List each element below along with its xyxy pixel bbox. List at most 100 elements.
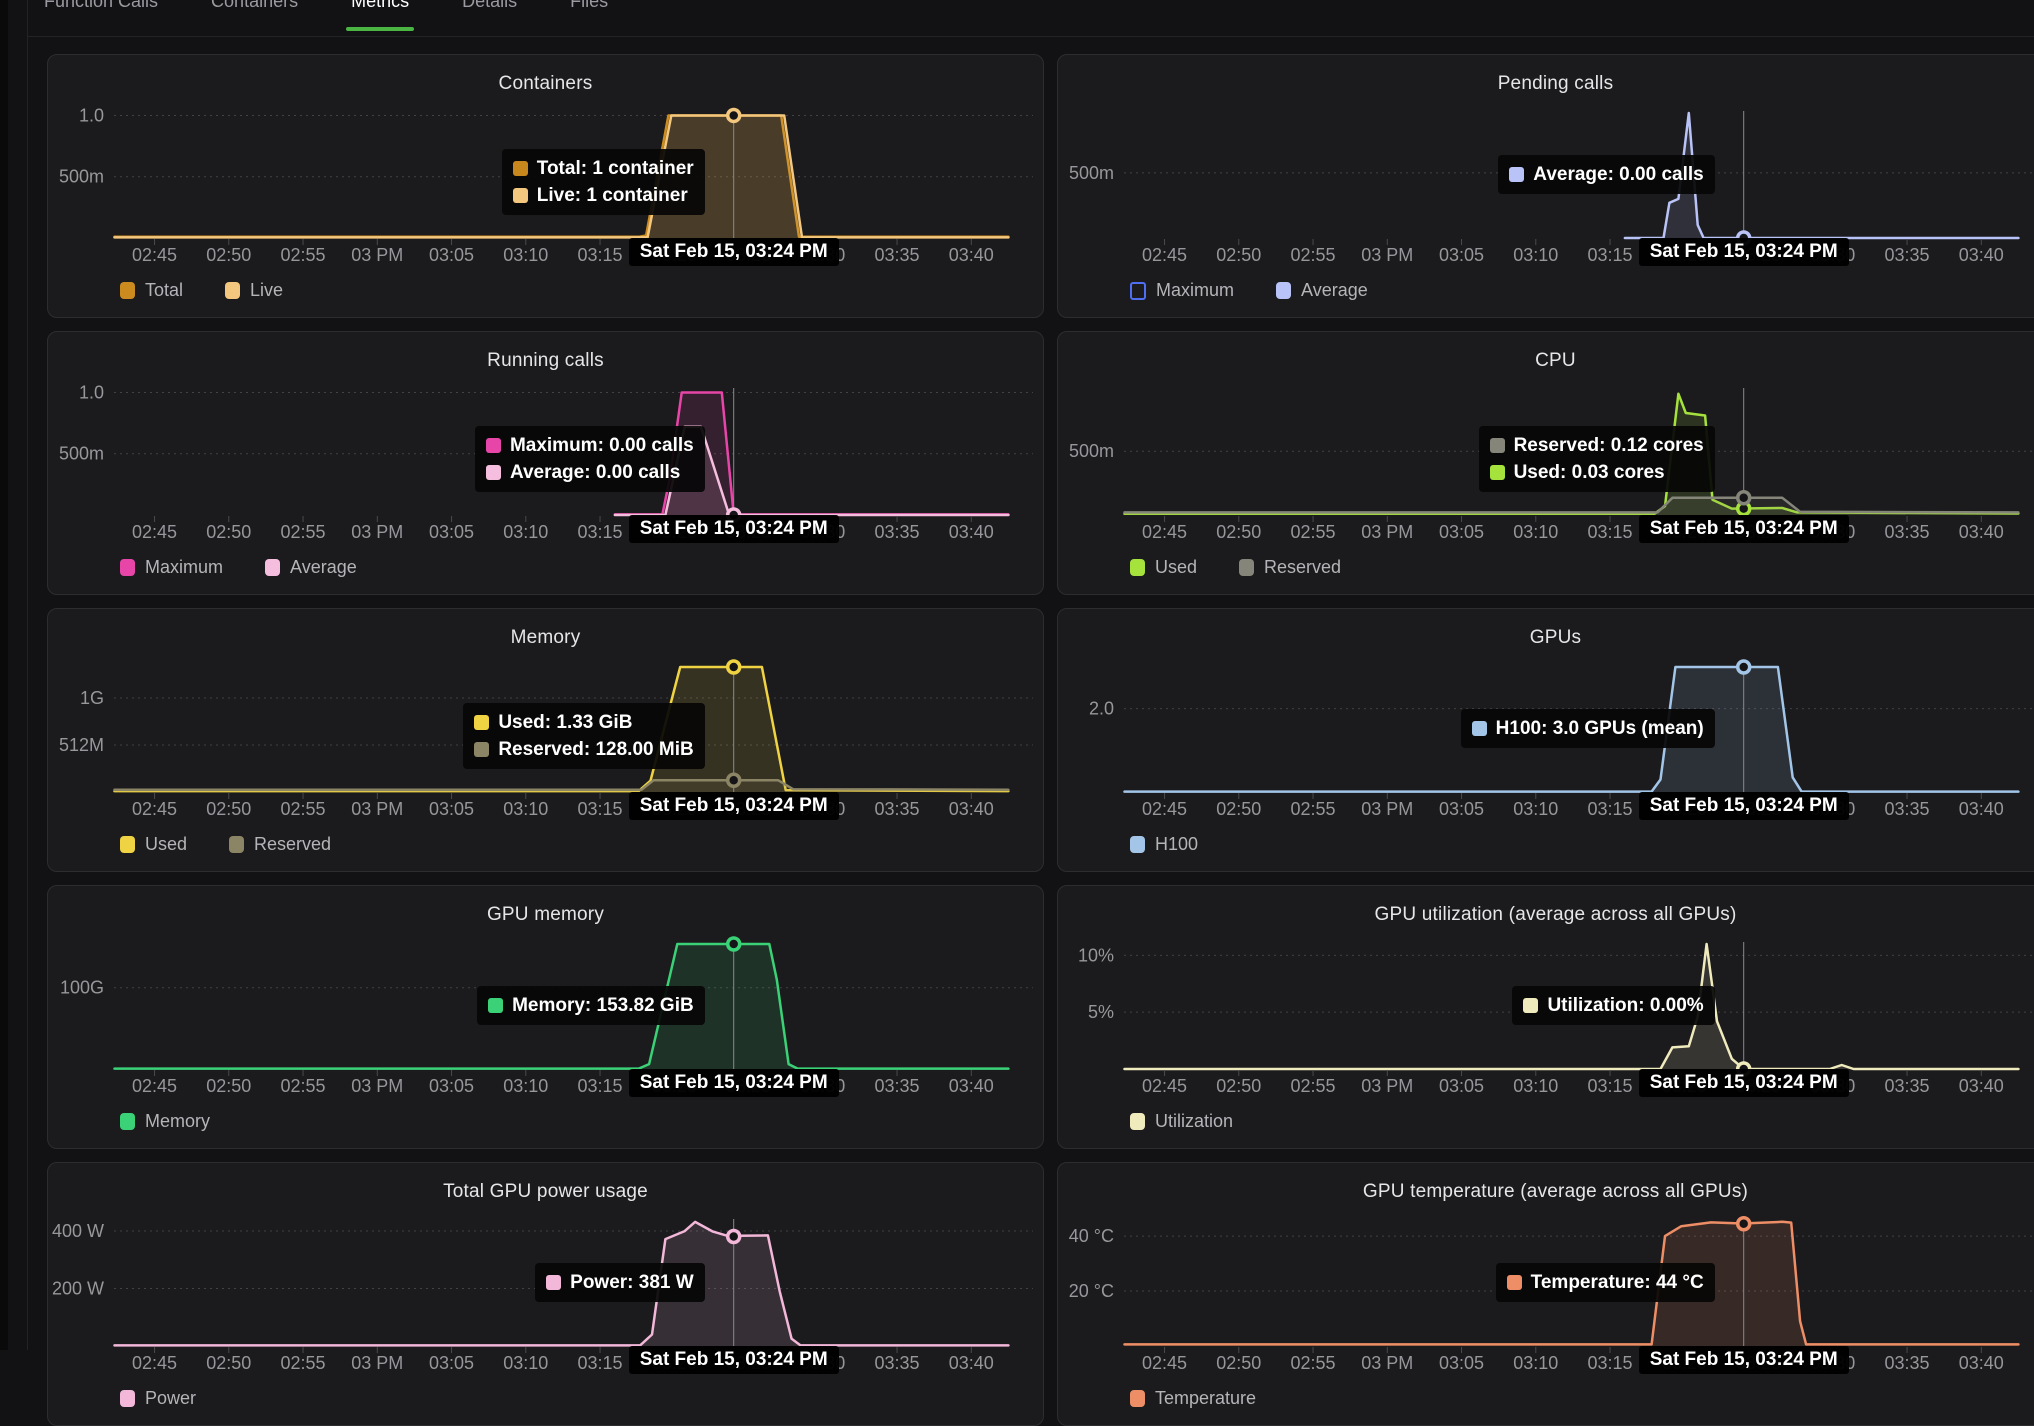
x-axis-label: 03:35 [875,1076,920,1096]
x-axis-label: 03:05 [1439,799,1484,819]
tab-metrics[interactable]: Metrics [346,0,415,37]
value-tooltip-text: Memory: 153.82 GiB [512,995,694,1016]
legend-swatch [120,282,135,299]
value-tooltip-text: Maximum: 0.00 calls [509,435,694,456]
left-panel-divider [27,0,28,1350]
x-axis-label: 02:45 [132,1353,177,1373]
x-axis-label: 03:40 [949,799,994,819]
value-tooltip: Utilization: 0.00% [1512,986,1715,1025]
time-tooltip: Sat Feb 15, 03:24 PM [1638,792,1849,820]
x-axis-label: 03:10 [503,799,548,819]
tab-label: Files [570,0,609,11]
time-tooltip: Sat Feb 15, 03:24 PM [628,1346,839,1374]
y-axis-label: 500m [1069,163,1114,183]
chart-card-memory: Memory 1G 512M 02:45 02:50 02:55 03 PM 03:05 03:… [47,608,1044,872]
x-axis-label: 03:40 [949,1353,994,1373]
legend-item-maximum[interactable]: Maximum [1130,280,1234,301]
tab-function-calls[interactable]: Function Calls [44,0,158,37]
value-tooltip: H100: 3.0 GPUs (mean) [1460,709,1715,748]
tab-label: Metrics [351,0,410,11]
tooltip-series-swatch [485,465,501,480]
y-axis-label: 512M [59,735,104,755]
x-axis-label: 03:35 [875,245,920,265]
legend-item-utilization[interactable]: Utilization [1130,1111,1233,1132]
x-axis-label: 03:05 [429,522,474,542]
legend-item-average[interactable]: Average [265,557,357,578]
chart-title: GPU temperature (average across all GPUs… [1362,1181,1749,1202]
value-tooltip-text: Utilization: 0.00% [1547,995,1704,1016]
tab-files[interactable]: Files [570,0,608,37]
tab-label: Details [462,0,518,11]
tooltip-series-swatch [1506,1275,1522,1290]
legend-item-total[interactable]: Total [120,280,183,301]
tooltip-series-swatch [546,1275,562,1290]
x-axis-label: 02:55 [1291,522,1336,542]
legend-item-used[interactable]: Used [120,834,187,855]
tab-containers[interactable]: Containers [211,0,298,37]
legend-item-average[interactable]: Average [1276,280,1368,301]
value-tooltip-row: Power: 381 W [546,1269,694,1296]
chart-card-gpus: GPUs 2.0 02:45 02:50 02:55 03 PM 03:05 03:10 03:… [1057,608,2034,872]
legend-item-temperature[interactable]: Temperature [1130,1388,1256,1409]
tooltip-series-swatch [1523,998,1539,1013]
value-tooltip-text: Live: 1 container [536,185,688,206]
time-tooltip: Sat Feb 15, 03:24 PM [628,515,839,543]
x-axis-label: 03:35 [1885,1353,1930,1373]
value-tooltip: Total: 1 container Live: 1 container [501,149,705,215]
legend-item-power[interactable]: Power [120,1388,196,1409]
legend-label: Power [145,1388,197,1408]
legend-item-h100[interactable]: H100 [1130,834,1198,855]
x-axis-label: 02:45 [1142,245,1187,265]
tooltip-series-swatch [488,998,504,1013]
tab-details[interactable]: Details [462,0,517,37]
series-line-memory [113,942,1010,1070]
x-axis-label: 02:50 [206,1353,251,1373]
y-axis-label: 1G [80,688,104,708]
x-axis-label: 03:40 [1959,1076,2004,1096]
legend-swatch [229,836,245,853]
x-axis-label: 02:45 [1142,1076,1187,1096]
x-axis-label: 03 PM [351,522,403,542]
legend-label: Reserved [254,834,332,854]
tooltip-series-swatch [1489,438,1505,453]
x-axis-label: 03:15 [578,522,623,542]
tooltip-series-swatch [474,715,490,730]
chart-plot-area[interactable]: 1.0 500m 02:45 02:50 02:55 03 PM 03:05 03:10 03:… [48,55,1044,318]
legend-swatch [1130,1390,1145,1407]
tooltip-series-swatch [1509,167,1525,182]
legend-item-maximum[interactable]: Maximum [120,557,223,578]
legend-item-live[interactable]: Live [225,280,283,301]
x-axis-label: 02:55 [281,799,326,819]
chart-legend: H100 [1130,834,1198,855]
chart-title: GPU utilization (average across all GPUs… [1374,904,1737,925]
crosshair-marker-reserved [725,772,742,789]
legend-label: Used [145,834,188,854]
y-axis-label: 10% [1078,945,1114,965]
y-axis-label: 1.0 [79,382,104,402]
legend-item-reserved[interactable]: Reserved [229,834,331,855]
x-axis-label: 02:50 [1216,245,1261,265]
x-axis-label: 02:55 [1291,1353,1336,1373]
x-axis-label: 02:55 [281,1076,326,1096]
metrics-dashboard-page: { "tabs": { "items": [ {"label": "Functi… [27,0,2034,1426]
chart-title: Running calls [487,350,604,371]
y-axis-label: 500m [59,167,104,187]
chart-title: Memory [510,627,581,648]
tooltip-series-swatch [1471,721,1487,736]
series-area-maximum [614,392,1009,515]
legend-item-reserved[interactable]: Reserved [1239,557,1341,578]
x-axis-label: 03:10 [503,245,548,265]
x-axis-label: 03:05 [1439,1076,1484,1096]
series-line-power [113,1220,1010,1347]
x-axis-label: 03:10 [503,522,548,542]
x-axis-label: 03:05 [1439,522,1484,542]
series-area-reserved [114,780,1009,792]
x-axis-label: 03:05 [429,1076,474,1096]
chart-title: CPU [1535,350,1576,371]
value-tooltip-text: Reserved: 0.12 cores [1513,435,1704,456]
legend-item-memory[interactable]: Memory [120,1111,210,1132]
x-axis-label: 03:15 [1588,1076,1633,1096]
x-axis-label: 02:55 [1291,1076,1336,1096]
tooltip-series-swatch [512,188,528,203]
legend-item-used[interactable]: Used [1130,557,1197,578]
